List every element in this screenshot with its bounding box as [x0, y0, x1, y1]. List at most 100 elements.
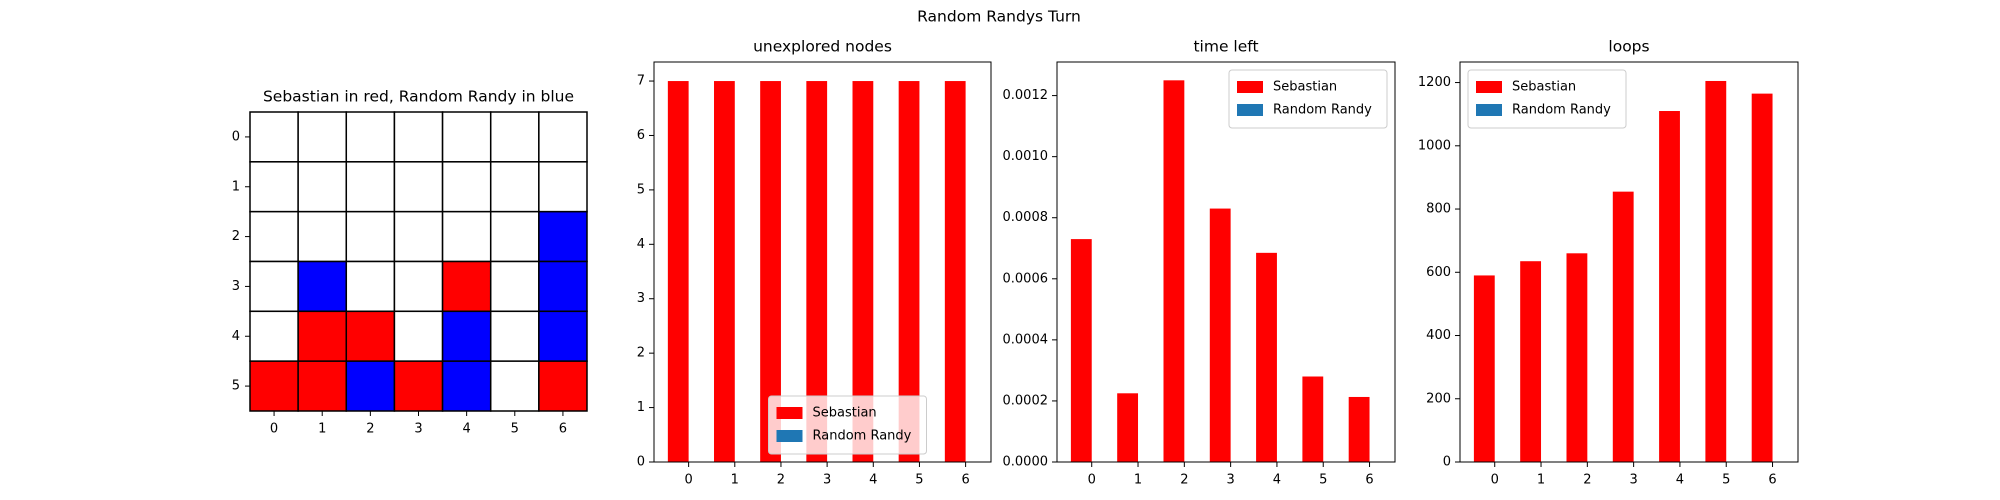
axes-frame	[653, 61, 992, 463]
y-tick-label: 5	[232, 379, 240, 394]
y-tick-label: 0.0002	[1003, 393, 1049, 408]
y-tick-label: 600	[1426, 265, 1451, 280]
y-tick-label: 0	[1443, 455, 1451, 470]
y-tick-label: 7	[637, 74, 645, 89]
cell	[393, 161, 444, 213]
axes-frame	[249, 111, 588, 412]
legend-swatch	[1237, 104, 1263, 116]
cell	[441, 111, 492, 163]
bar	[1659, 111, 1680, 463]
bar	[1302, 376, 1324, 462]
cell	[538, 161, 588, 213]
bar	[1348, 396, 1370, 462]
y-tick-label: 1000	[1418, 138, 1451, 153]
bar	[852, 81, 874, 463]
legend-box	[768, 395, 927, 455]
x-tick-label: 4	[463, 422, 471, 437]
bar	[1117, 393, 1139, 462]
x-tick-label: 5	[1319, 473, 1327, 488]
chart-title: time left	[1193, 38, 1258, 56]
y-tick-label: 0	[637, 455, 645, 470]
bar	[1070, 239, 1092, 462]
y-tick-label: 0.0000	[1003, 455, 1049, 470]
x-tick-label: 0	[1491, 473, 1499, 488]
x-tick-label: 2	[366, 422, 374, 437]
chart-title: Sebastian in red, Random Randy in blue	[263, 88, 574, 106]
cell	[538, 210, 588, 263]
bar	[714, 81, 735, 463]
cell	[345, 310, 396, 362]
x-tick-label: 6	[961, 473, 969, 488]
x-tick-label: 1	[731, 473, 739, 488]
axes-frame	[1056, 61, 1396, 463]
cell	[249, 210, 299, 263]
bar	[1256, 252, 1277, 462]
cell	[249, 360, 299, 412]
x-tick-label: 1	[1134, 473, 1142, 488]
cell	[393, 210, 444, 263]
bar	[1612, 191, 1634, 462]
legend-box	[1228, 69, 1388, 129]
x-tick-label: 1	[1537, 473, 1545, 488]
x-tick-label: 3	[823, 473, 831, 488]
legend-swatch	[1237, 81, 1263, 93]
bar	[1566, 253, 1588, 462]
legend-label: Random Randy	[1273, 103, 1372, 118]
cell	[345, 260, 396, 313]
cell	[538, 360, 588, 412]
cell	[441, 310, 492, 362]
x-tick-label: 2	[1583, 473, 1591, 488]
legend-box	[1467, 69, 1627, 129]
cell	[538, 111, 588, 163]
legend-label: Random Randy	[1512, 103, 1611, 118]
x-tick-label: 3	[1629, 473, 1637, 488]
x-tick-label: 2	[1180, 473, 1188, 488]
cell	[297, 161, 348, 213]
x-tick-label: 1	[318, 422, 326, 437]
cell	[489, 360, 540, 412]
y-tick-label: 5	[637, 182, 645, 197]
y-tick-label: 0.0006	[1003, 271, 1049, 286]
x-tick-label: 5	[1722, 473, 1730, 488]
cell	[538, 260, 588, 313]
x-tick-label: 5	[915, 473, 923, 488]
y-tick-label: 2	[232, 229, 240, 244]
bar	[667, 81, 689, 463]
x-tick-label: 2	[777, 473, 785, 488]
cell	[297, 310, 348, 362]
cell	[297, 210, 348, 263]
legend-label: Random Randy	[813, 429, 912, 444]
cell	[345, 210, 396, 263]
bar	[1473, 275, 1495, 462]
cell	[297, 111, 348, 163]
cell	[489, 260, 540, 313]
cell	[345, 360, 396, 412]
cell	[441, 360, 492, 412]
bar	[1751, 93, 1773, 463]
y-tick-label: 1	[637, 400, 645, 415]
bar	[1163, 80, 1185, 462]
chart-title: loops	[1608, 38, 1649, 56]
bar	[1705, 80, 1727, 463]
y-tick-label: 1	[232, 179, 240, 194]
cell	[441, 260, 492, 313]
y-tick-label: 400	[1426, 328, 1451, 343]
cell	[393, 111, 444, 163]
bar	[898, 81, 920, 463]
y-tick-label: 200	[1426, 391, 1451, 406]
y-tick-label: 0.0010	[1003, 149, 1049, 164]
y-tick-label: 4	[232, 329, 240, 344]
legend-label: Sebastian	[1273, 80, 1337, 95]
legend-label: Sebastian	[1512, 80, 1576, 95]
x-tick-label: 4	[869, 473, 877, 488]
cell	[345, 161, 396, 213]
y-tick-label: 800	[1426, 202, 1451, 217]
legend-swatch	[1476, 104, 1502, 116]
legend-swatch	[776, 430, 803, 442]
figure-title: Random Randys Turn	[917, 8, 1081, 26]
bar	[1520, 261, 1542, 462]
cell	[489, 111, 540, 163]
cell	[249, 260, 299, 313]
y-tick-label: 0.0008	[1003, 210, 1049, 225]
cell	[249, 161, 299, 213]
